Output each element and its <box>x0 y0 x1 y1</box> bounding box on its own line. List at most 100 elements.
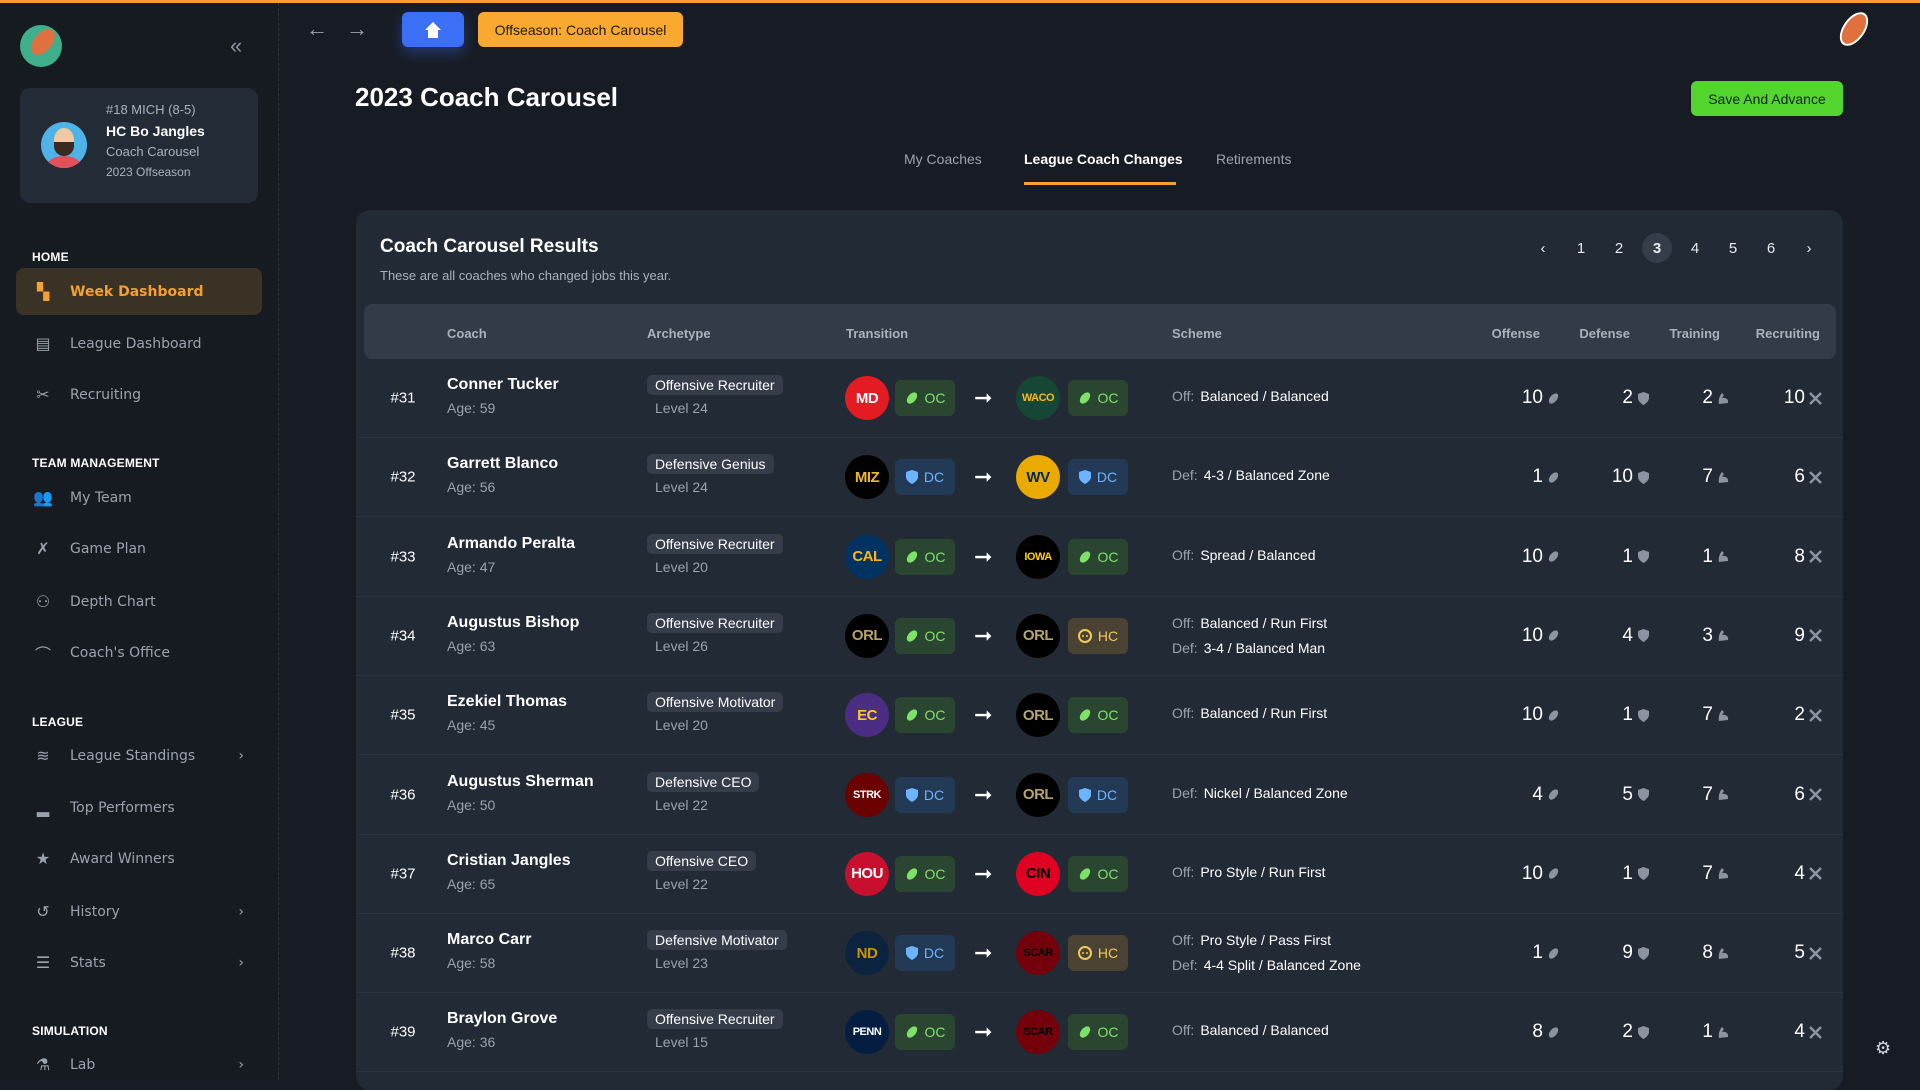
header-recruiting[interactable]: Recruiting <box>1755 326 1820 341</box>
sidebar-item-label: Depth Chart <box>70 593 156 610</box>
table-row[interactable]: #35 Ezekiel Thomas Age: 45 Offensive Motiva… <box>356 676 1843 756</box>
profile-card[interactable]: #18 MICH (8-5) HC Bo Jangles Coach Carou… <box>20 88 258 203</box>
role-label: OC <box>924 1024 946 1041</box>
app-logo[interactable] <box>20 25 62 67</box>
training-value: 2 <box>1702 387 1713 408</box>
from-team-logo[interactable]: ORL <box>845 613 889 658</box>
to-team-logo[interactable]: SCAR <box>1016 931 1060 976</box>
table-row[interactable]: #34 Augustus Bishop Age: 63 Offensive Recru… <box>356 597 1843 676</box>
header-coach[interactable]: Coach <box>447 326 487 341</box>
coach-name[interactable]: Garrett Blanco <box>447 455 559 473</box>
defense-rating: 2 <box>1570 387 1650 409</box>
pagination-page[interactable]: 5 <box>1728 239 1738 257</box>
coach-name[interactable]: Augustus Sherman <box>447 772 594 790</box>
table-row[interactable]: #36 Augustus Sherman Age: 50 Defensive CEO L… <box>356 756 1843 835</box>
tab-league-coach-changes[interactable]: League Coach Changes <box>1024 151 1183 167</box>
coach-age: Age: 58 <box>447 955 496 972</box>
pagination-next[interactable]: › <box>1806 239 1812 257</box>
recruiting-value: 10 <box>1783 387 1805 408</box>
pagination-prev[interactable]: ‹ <box>1540 239 1546 257</box>
collapse-sidebar-icon[interactable]: « <box>230 33 243 58</box>
sidebar-item-history[interactable]: ↺ History › <box>16 888 262 935</box>
from-team-logo[interactable]: ND <box>845 931 889 976</box>
recruiting-icon <box>1809 788 1822 801</box>
from-team-logo[interactable]: PENN <box>845 1010 889 1055</box>
pagination-page[interactable]: 1 <box>1576 239 1586 257</box>
table-row[interactable]: #39 Braylon Grove Age: 36 Offensive Recruit… <box>356 993 1843 1073</box>
coach-name[interactable]: Cristian Jangles <box>447 851 571 869</box>
forward-arrow-icon[interactable]: → <box>346 16 368 41</box>
save-and-advance-button[interactable]: Save And Advance <box>1691 81 1843 116</box>
to-team-logo[interactable]: WACO <box>1016 376 1060 420</box>
role-label: DC <box>1096 469 1118 486</box>
sidebar-item-award-winners[interactable]: ★ Award Winners <box>16 835 262 882</box>
table-row[interactable]: #31 Conner Tucker Age: 59 Offensive Recruit… <box>356 359 1843 438</box>
from-team-logo[interactable]: STRK <box>845 772 889 817</box>
phase-button[interactable]: Offseason: Coach Carousel <box>478 12 683 47</box>
sidebar-item-coach-s-office[interactable]: ⌒ Coach's Office <box>16 629 262 676</box>
defense-value: 4 <box>1622 624 1633 646</box>
to-team-logo[interactable]: IOWA <box>1016 534 1060 579</box>
header-archetype[interactable]: Archetype <box>647 326 711 341</box>
sidebar-item-league-standings[interactable]: ≋ League Standings › <box>16 732 262 779</box>
sidebar-item-lab[interactable]: ⚗ Lab › <box>16 1041 262 1088</box>
coach-name[interactable]: Conner Tucker <box>447 376 559 393</box>
coach-name[interactable]: Armando Peralta <box>447 534 576 552</box>
sidebar-item-game-plan[interactable]: ✗ Game Plan <box>16 525 262 572</box>
recruiting-icon <box>1809 629 1822 643</box>
pagination-page[interactable]: 2 <box>1614 239 1624 257</box>
sidebar-item-stats[interactable]: ☰ Stats › <box>16 939 262 986</box>
to-team-logo[interactable]: ORL <box>1016 772 1060 817</box>
coach-name[interactable]: Marco Carr <box>447 931 532 949</box>
recruiting-rating: 6 <box>1742 466 1822 488</box>
header-offense[interactable]: Offense <box>1491 326 1540 341</box>
to-team-logo[interactable]: ORL <box>1016 693 1060 738</box>
coach-name[interactable]: Braylon Grove <box>447 1010 558 1028</box>
to-role-badge: OC <box>1068 697 1128 734</box>
table-row[interactable]: #32 Garrett Blanco Age: 56 Defensive Genius… <box>356 438 1843 518</box>
football-icon <box>905 1025 919 1039</box>
football-icon[interactable] <box>1834 7 1874 51</box>
from-team-logo[interactable]: MIZ <box>845 455 889 500</box>
sidebar-item-my-team[interactable]: 👥 My Team <box>16 474 262 521</box>
sidebar-item-recruiting[interactable]: ✂ Recruiting <box>16 371 262 418</box>
pagination-page[interactable]: 3 <box>1642 233 1672 263</box>
to-team-logo[interactable]: ORL <box>1016 613 1060 658</box>
header-transition[interactable]: Transition <box>846 326 909 341</box>
tab-my-coaches[interactable]: My Coaches <box>904 151 982 167</box>
header-training[interactable]: Training <box>1669 326 1720 341</box>
header-scheme[interactable]: Scheme <box>1172 326 1222 341</box>
from-team-logo[interactable]: EC <box>845 693 889 738</box>
from-team-logo[interactable]: MD <box>845 376 889 420</box>
from-team-logo[interactable]: CAL <box>845 534 889 579</box>
football-icon <box>1547 867 1560 880</box>
sidebar-item-label: Recruiting <box>70 386 142 403</box>
pagination-page[interactable]: 6 <box>1766 239 1776 257</box>
pagination-page[interactable]: 4 <box>1690 239 1700 257</box>
from-team-logo[interactable]: HOU <box>845 851 889 896</box>
table-row[interactable]: #37 Cristian Jangles Age: 65 Offensive CEO L… <box>356 835 1843 914</box>
to-team-logo[interactable]: WV <box>1016 455 1060 500</box>
scheme-value: Pro Style / Pass First <box>1200 932 1332 949</box>
recruiting-value: 9 <box>1794 624 1805 646</box>
back-arrow-icon[interactable]: ← <box>306 16 328 41</box>
home-button[interactable] <box>402 12 464 47</box>
offense-rating: 1 <box>1480 942 1560 964</box>
settings-gear-icon[interactable]: ⚙ <box>1875 1038 1892 1058</box>
sidebar-item-top-performers[interactable]: ▂ Top Performers <box>16 784 262 831</box>
table-row[interactable]: #38 Marco Carr Age: 58 Defensive Motivator L… <box>356 914 1843 994</box>
coach-name[interactable]: Augustus Bishop <box>447 613 580 631</box>
table-row[interactable]: #33 Armando Peralta Age: 47 Offensive Recru… <box>356 518 1843 597</box>
coach-name[interactable]: Ezekiel Thomas <box>447 693 568 711</box>
team-icon: 👥 <box>33 488 53 507</box>
sidebar-item-depth-chart[interactable]: ⚇ Depth Chart <box>16 578 262 625</box>
to-team-logo[interactable]: CIN <box>1016 851 1060 896</box>
football-icon <box>1547 1026 1560 1039</box>
sidebar-item-league-dashboard[interactable]: ▤ League Dashboard <box>16 320 262 367</box>
tab-retirements[interactable]: Retirements <box>1216 151 1292 167</box>
header-defense[interactable]: Defense <box>1579 326 1630 341</box>
scheme-label: Off: <box>1172 1022 1195 1039</box>
football-icon <box>1547 709 1560 722</box>
sidebar-item-week-dashboard[interactable]: ▚ Week Dashboard <box>16 268 262 315</box>
to-team-logo[interactable]: SCAR <box>1016 1010 1060 1055</box>
